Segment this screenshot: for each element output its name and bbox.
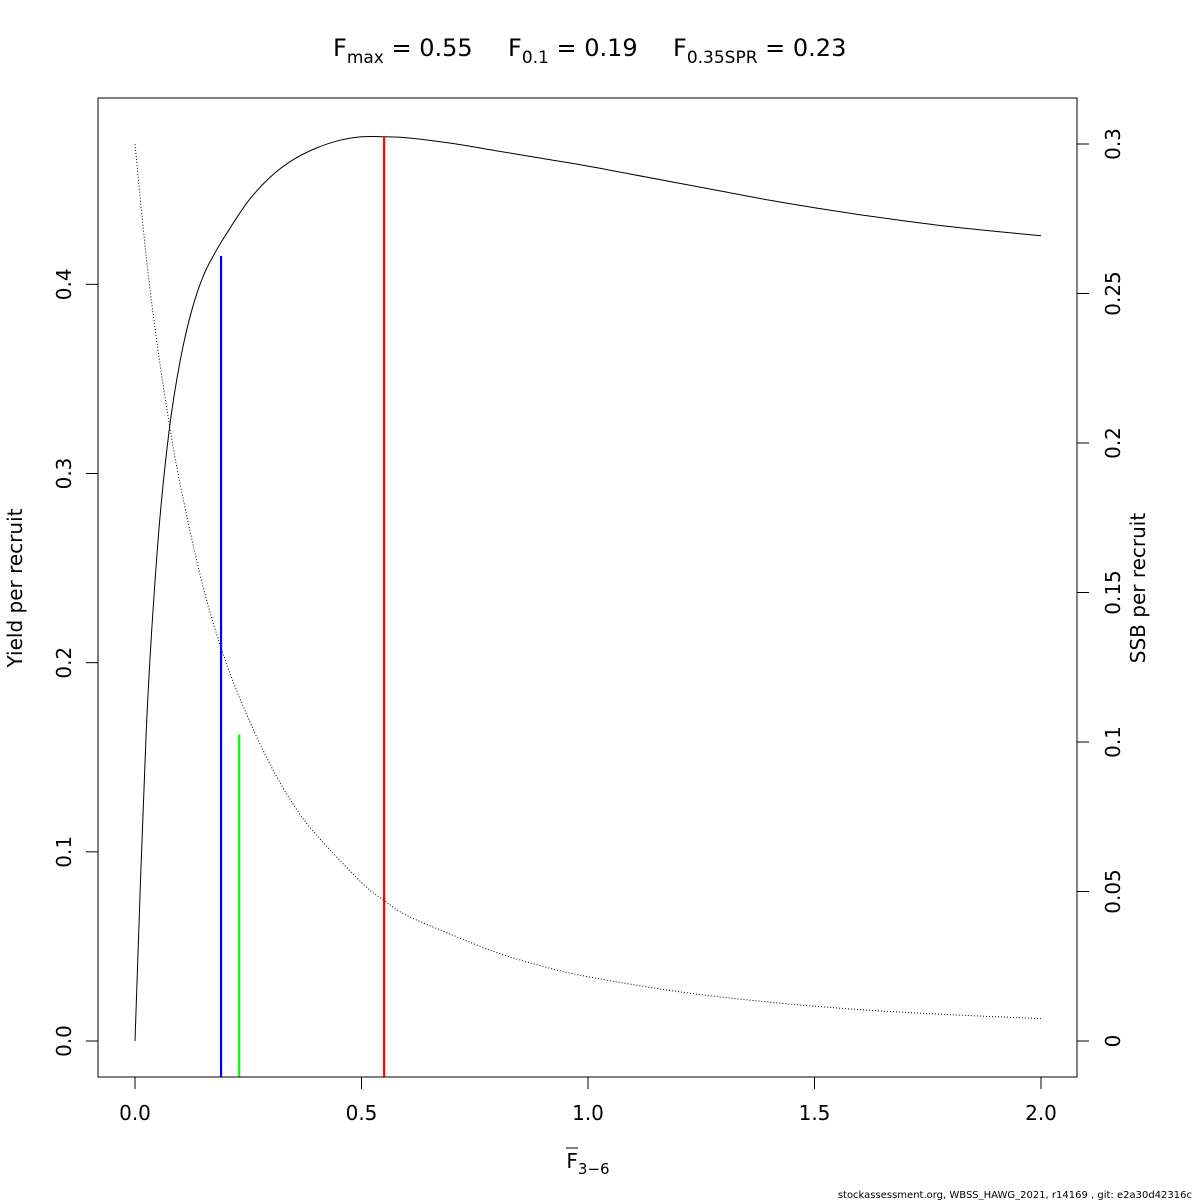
f01-title: F0.1 = 0.19 <box>508 34 638 68</box>
y-left-tick-label: 0.3 <box>52 458 76 490</box>
x-tick-label: 0.5 <box>346 1101 378 1125</box>
y-axis-left-label: Yield per recruit <box>3 508 27 668</box>
y-right-tick-label: 0.05 <box>1101 869 1125 914</box>
y-right-tick-label: 0.1 <box>1101 726 1125 758</box>
x-tick-label: 1.5 <box>799 1101 831 1125</box>
y-right-tick-label: 0 <box>1101 1035 1125 1048</box>
series-layer <box>134 135 1042 1042</box>
y-axis-left: 0.0 0.1 0.2 0.3 0.4 <box>52 268 99 1057</box>
reference-lines <box>219 136 386 1077</box>
y-right-tick-label: 0.3 <box>1101 128 1125 160</box>
x-axis-label: F3−6 <box>566 1149 609 1178</box>
y-right-tick-label: 0.15 <box>1101 570 1125 615</box>
y-left-tick-label: 0.1 <box>52 836 76 868</box>
yield-per-recruit-line <box>134 135 1042 1042</box>
x-axis: 0.0 0.5 1.0 1.5 2.0 <box>119 1076 1057 1125</box>
x-tick-label: 2.0 <box>1025 1101 1057 1125</box>
ssb-per-recruit-line <box>134 143 1042 1020</box>
y-axis-right-label: SSB per recruit <box>1126 513 1150 664</box>
y-right-tick-label: 0.2 <box>1101 427 1125 459</box>
chart-header: Fmax = 0.55 F0.1 = 0.19 F0.35SPR = 0.23 <box>333 34 846 68</box>
x-tick-label: 0.0 <box>119 1101 151 1125</box>
fmax-title: Fmax = 0.55 <box>333 34 473 68</box>
y-left-tick-label: 0.0 <box>52 1025 76 1057</box>
plot-area <box>97 97 1078 1078</box>
y-left-tick-label: 0.2 <box>52 647 76 679</box>
fspr-title: F0.35SPR = 0.23 <box>673 34 846 68</box>
y-left-tick-label: 0.4 <box>52 268 76 300</box>
y-right-tick-label: 0.25 <box>1101 271 1125 316</box>
x-tick-label: 1.0 <box>572 1101 604 1125</box>
footer-credit: stockassessment.org, WBSS_HAWG_2021, r14… <box>838 1190 1192 1200</box>
y-axis-right: 0 0.05 0.1 0.15 0.2 0.25 0.3 <box>1076 128 1125 1048</box>
